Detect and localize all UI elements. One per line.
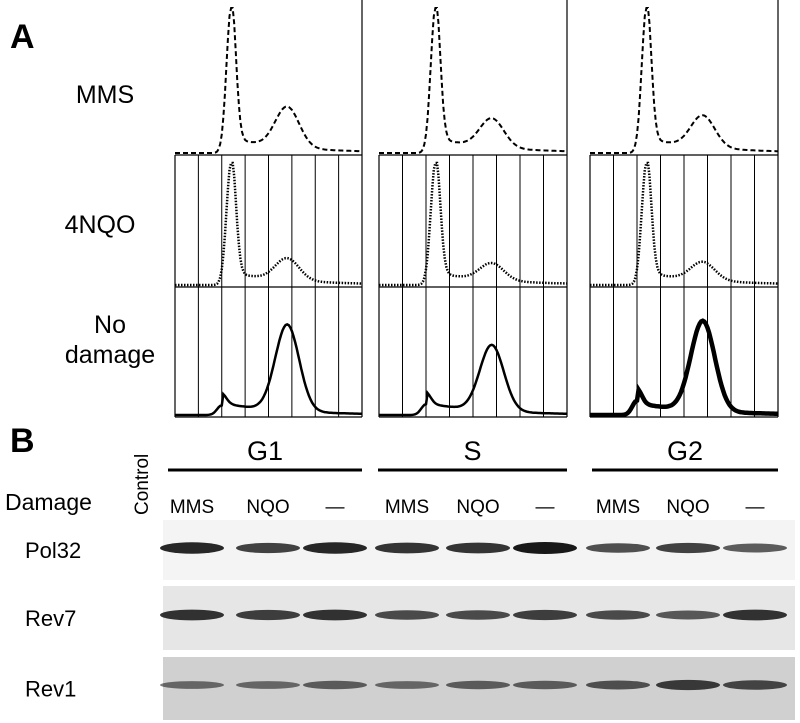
phase-label: S xyxy=(463,436,481,466)
row-label: MMS xyxy=(75,81,135,109)
blot-band xyxy=(586,680,650,690)
blot-band xyxy=(723,680,787,690)
blot-band xyxy=(656,542,720,554)
lane-label: NQO xyxy=(246,497,289,518)
panel-label: B xyxy=(10,422,35,460)
blot-band xyxy=(586,610,650,620)
blot-band xyxy=(586,543,650,553)
blot-band xyxy=(446,610,510,620)
blot-band xyxy=(236,609,300,621)
blot-band xyxy=(303,609,367,621)
histogram-curve xyxy=(379,7,567,154)
row-label: 4NQO xyxy=(64,211,136,239)
control-label: Control xyxy=(132,454,153,515)
blot-band xyxy=(375,542,439,554)
lane-label: MMS xyxy=(170,497,214,518)
lane-label: — xyxy=(326,497,345,518)
damage-label: Damage xyxy=(5,489,92,515)
blot-band xyxy=(303,680,367,690)
histogram-curve xyxy=(590,161,778,287)
blot-band xyxy=(236,681,300,689)
histogram-curve xyxy=(175,161,362,287)
histogram-curve xyxy=(175,323,362,417)
blot-band xyxy=(375,681,439,689)
lane-label: MMS xyxy=(596,497,640,518)
histogram-curve xyxy=(379,343,567,417)
blot-band xyxy=(656,679,720,691)
phase-label: G1 xyxy=(247,436,283,466)
blot-band xyxy=(513,609,577,621)
lane-label: MMS xyxy=(385,497,429,518)
histogram-curve xyxy=(175,7,362,154)
blot-band xyxy=(446,542,510,554)
panel-label: A xyxy=(10,18,35,56)
phase-label: G2 xyxy=(667,436,703,466)
blot-band xyxy=(513,542,577,554)
blot-band xyxy=(303,542,367,554)
histogram-curve xyxy=(590,318,778,418)
lane-label: — xyxy=(746,497,765,518)
row-label: No damage xyxy=(64,311,156,369)
blot-band xyxy=(160,542,224,554)
blot-band xyxy=(236,542,300,554)
blot-band xyxy=(513,680,577,690)
blot-band xyxy=(723,609,787,621)
blot-band xyxy=(375,610,439,620)
blot-band xyxy=(160,609,224,621)
lane-label: — xyxy=(536,497,555,518)
lane-label: NQO xyxy=(666,497,709,518)
blot-label: Rev7 xyxy=(25,606,76,631)
blot-band xyxy=(656,610,720,620)
blot-band xyxy=(723,543,787,553)
histogram-curve xyxy=(379,161,567,287)
blot-band xyxy=(160,681,224,689)
blot-band xyxy=(446,680,510,690)
histogram-curve xyxy=(590,7,778,154)
lane-label: NQO xyxy=(456,497,499,518)
blot-label: Pol32 xyxy=(25,538,81,563)
blot-label: Rev1 xyxy=(25,677,76,702)
